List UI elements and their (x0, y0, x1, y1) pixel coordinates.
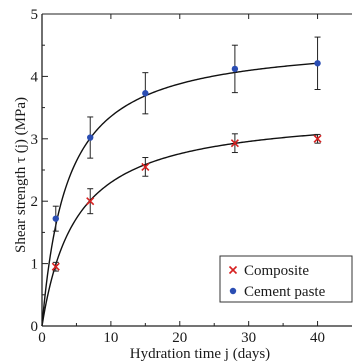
x-tick-label: 0 (38, 330, 46, 346)
x-tick-label: 30 (241, 330, 256, 346)
x-tick-label: 40 (310, 330, 325, 346)
cement-paste-point (142, 90, 149, 97)
composite-point (230, 139, 239, 148)
y-tick-label: 4 (31, 69, 39, 85)
legend-label: Composite (244, 263, 309, 279)
composite-point (86, 197, 95, 206)
data-markers (51, 60, 322, 271)
y-tick-label: 5 (31, 7, 39, 23)
composite-point (51, 262, 60, 271)
y-tick-label: 2 (31, 194, 39, 210)
cement-paste-point (231, 65, 239, 73)
axis-ticks: 0 10 20 30 40 0 1 2 3 4 5 (31, 7, 326, 346)
cement-paste-point (87, 134, 94, 141)
y-tick-label: 1 (31, 257, 39, 273)
cement-paste-point (52, 215, 59, 222)
y-tick-label: 0 (31, 319, 39, 335)
legend-marker-cement-paste (229, 287, 237, 295)
cement-paste-point (314, 60, 321, 67)
x-axis-label: Hydration time j (days) (130, 346, 270, 362)
error-bars (52, 36, 321, 272)
composite-point (313, 134, 322, 143)
x-tick-label: 20 (172, 330, 187, 346)
legend: Composite Cement paste (219, 255, 353, 303)
fit-curve-1 (41, 62, 318, 327)
x-tick-label: 10 (103, 330, 118, 346)
composite-point (141, 162, 150, 171)
legend-marker-composite (228, 265, 238, 275)
y-axis-label: Shear strength τ (j) (MPa) (13, 97, 29, 253)
y-tick-label: 3 (31, 132, 39, 148)
legend-label: Cement paste (244, 284, 326, 300)
legend-box (219, 255, 353, 303)
